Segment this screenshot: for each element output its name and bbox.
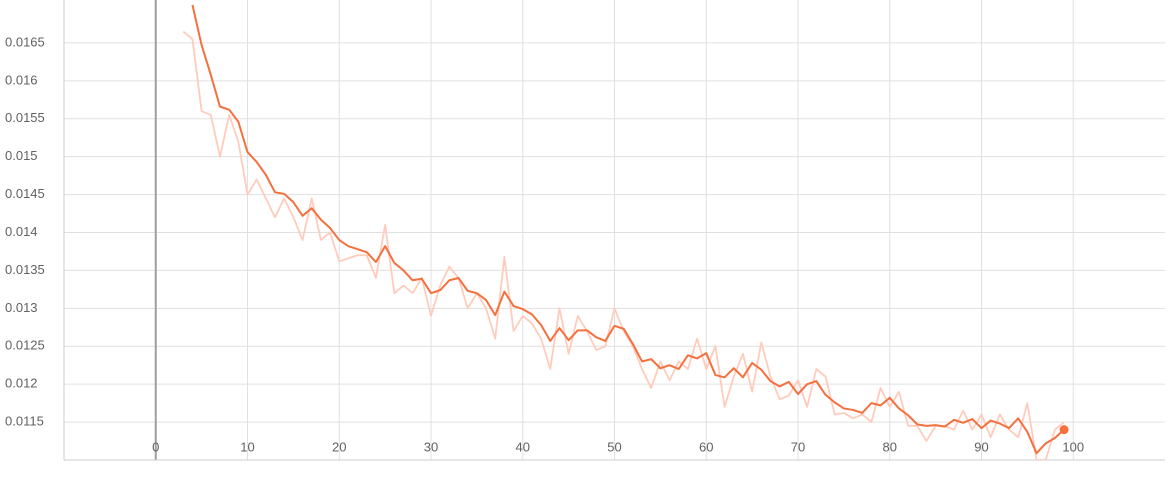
x-tick-label: 50 xyxy=(607,439,621,454)
series-line xyxy=(191,4,1065,455)
y-tick-label: 0.012 xyxy=(5,376,38,391)
x-tick-label: 90 xyxy=(974,439,988,454)
x-tick-label: 0 xyxy=(152,439,159,454)
plot-area xyxy=(182,4,1065,460)
y-tick-label: 0.0155 xyxy=(5,110,45,125)
y-tick-label: 0.016 xyxy=(5,72,38,87)
y-tick-label: 0.015 xyxy=(5,148,38,163)
x-tick-label: 80 xyxy=(883,439,897,454)
y-tick-label: 0.0115 xyxy=(5,414,44,429)
x-tick-label: 70 xyxy=(791,439,805,454)
x-tick-label: 20 xyxy=(332,439,346,454)
series-line xyxy=(182,30,1065,460)
x-tick-label: 30 xyxy=(424,439,438,454)
y-tick-label: 0.0145 xyxy=(5,186,45,201)
x-tick-label: 100 xyxy=(1062,439,1084,454)
y-tick-label: 0.0135 xyxy=(5,262,45,277)
y-tick-label: 0.013 xyxy=(5,300,38,315)
x-tick-label: 10 xyxy=(240,439,254,454)
y-tick-label: 0.014 xyxy=(5,224,38,239)
y-tick-label: 0.0125 xyxy=(5,338,45,353)
x-tick-label: 40 xyxy=(516,439,530,454)
x-tick-label: 60 xyxy=(699,439,713,454)
y-tick-label: 0.0165 xyxy=(5,34,45,49)
end-point xyxy=(1059,425,1069,435)
